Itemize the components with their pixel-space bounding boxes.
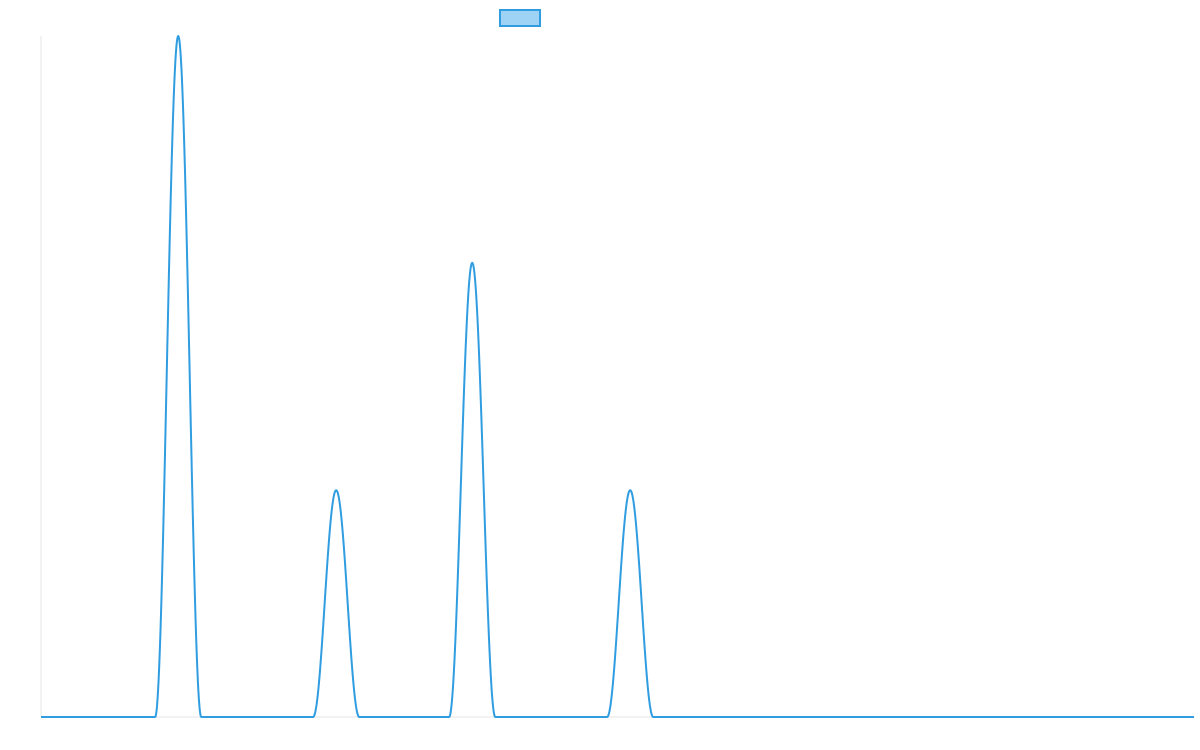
data-point-peak-2[interactable] — [468, 259, 476, 267]
data-point-peak-1[interactable] — [332, 486, 340, 494]
data-point-peak-3[interactable] — [626, 486, 634, 494]
legend[interactable] — [499, 9, 541, 27]
series-layer — [40, 32, 1195, 718]
legend-swatch-0[interactable] — [499, 9, 541, 27]
data-point-peak-0[interactable] — [174, 32, 182, 40]
series-line-0 — [40, 35, 1195, 718]
